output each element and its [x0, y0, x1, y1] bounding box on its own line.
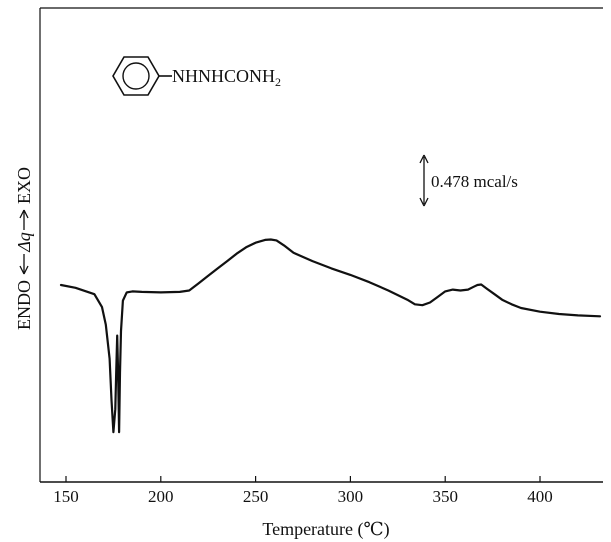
benzene-inner-circle-icon [122, 62, 150, 90]
x-tick-label-400: 400 [527, 487, 553, 506]
y-axis-title-endo: ENDO [14, 280, 34, 330]
x-tick-label-150: 150 [53, 487, 79, 506]
compound-structure: NHNHCONH2 [112, 56, 281, 96]
y-axis-title-delta-q: Δq [14, 232, 34, 253]
compound-formula: NHNHCONH2 [172, 66, 281, 89]
x-axis-title: Temperature (℃) [262, 519, 389, 540]
y-axis-right-arrow [19, 209, 29, 230]
compound-formula-subscript: 2 [275, 75, 281, 89]
x-tick-label-300: 300 [338, 487, 364, 506]
y-axis-title-exo: EXO [14, 167, 34, 204]
plot-frame [39, 7, 603, 483]
x-tick-label-350: 350 [432, 487, 458, 506]
x-tick-label-200: 200 [148, 487, 174, 506]
dsc-curve-series [59, 238, 602, 434]
x-tick-label-250: 250 [243, 487, 269, 506]
x-tick-labels: 150 200 250 300 350 400 [53, 487, 553, 506]
y-axis-left-arrow [19, 254, 29, 275]
scale-label: 0.478 mcal/s [431, 172, 518, 191]
compound-formula-main: NHNHCONH [172, 66, 275, 86]
x-ticks [65, 476, 541, 482]
scale-bar: 0.478 mcal/s [419, 154, 518, 207]
y-axis-title: ENDO Δq EXO [14, 167, 34, 330]
